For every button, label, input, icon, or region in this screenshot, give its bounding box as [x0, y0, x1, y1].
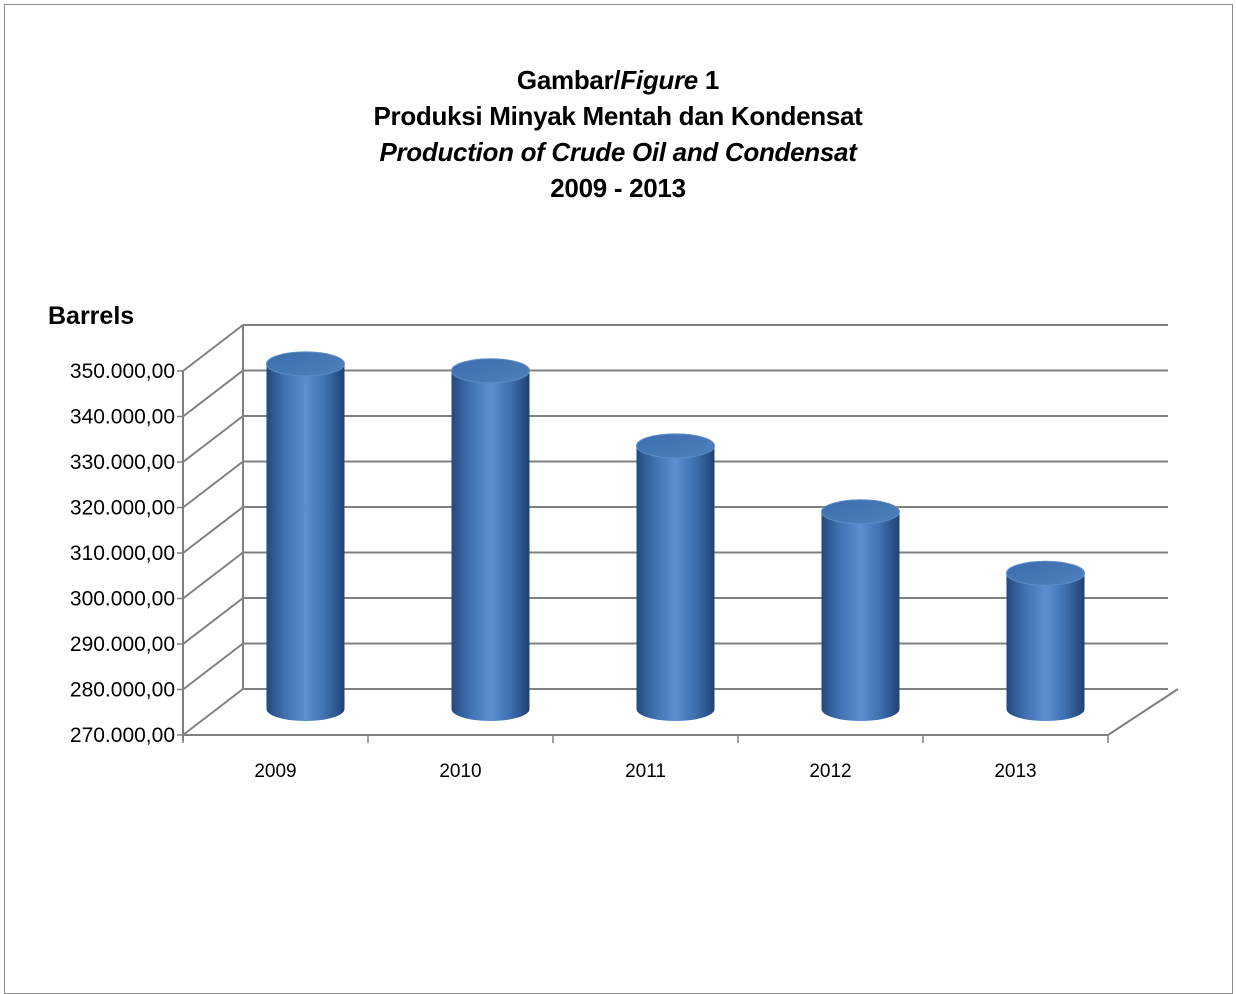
y-tick-label: 330.000,00 — [70, 451, 175, 474]
y-tick-label: 340.000,00 — [70, 406, 175, 429]
y-tick-label: 280.000,00 — [70, 679, 175, 702]
chart-title-line: Production of Crude Oil and Condensat — [0, 134, 1236, 170]
bar-body — [266, 363, 345, 721]
gridline-side — [182, 369, 244, 418]
gridline-side — [182, 551, 244, 600]
chart-title: Gambar/Figure 1 Produksi Minyak Mentah da… — [0, 62, 1236, 206]
bar-top — [266, 351, 345, 377]
y-tick-label: 290.000,00 — [70, 633, 175, 656]
bar-top — [451, 358, 530, 384]
y-tick-label: 300.000,00 — [70, 588, 175, 611]
gridline-side — [182, 597, 244, 645]
y-axis-title: Barrels — [48, 302, 134, 330]
gridline-side — [182, 460, 244, 509]
bar — [1006, 560, 1085, 721]
bar-body — [1006, 573, 1085, 721]
chart-title-part: Produksi Minyak Mentah dan Kondensat — [373, 101, 863, 131]
y-tick-label: 270.000,00 — [70, 724, 175, 747]
bar — [451, 358, 530, 721]
x-tick-label: 2009 — [254, 761, 296, 782]
x-tick-label: 2013 — [994, 761, 1036, 782]
chart-title-part: Figure — [620, 65, 698, 95]
bar-body — [636, 445, 715, 721]
chart-title-line: Gambar/Figure 1 — [0, 62, 1236, 98]
floor-edge — [1107, 688, 1179, 736]
y-tick-label: 350.000,00 — [70, 360, 175, 383]
chart-title-line: Produksi Minyak Mentah dan Kondensat — [0, 98, 1236, 134]
chart-title-part: 1 — [697, 65, 720, 95]
bar-top — [821, 499, 900, 525]
gridline-side — [182, 506, 244, 554]
x-tick-label: 2012 — [809, 761, 851, 782]
bar-body — [451, 370, 530, 721]
gridline-side — [182, 324, 244, 372]
bar-top — [636, 433, 715, 459]
chart-title-part: Gambar/ — [516, 65, 621, 95]
gridline-side — [182, 415, 244, 463]
y-tick-label: 310.000,00 — [70, 542, 175, 565]
bar-body — [821, 511, 900, 721]
bar-top — [1006, 560, 1085, 586]
gridline-side — [182, 688, 244, 736]
gridline-side — [182, 642, 244, 691]
x-tick-label: 2010 — [439, 761, 481, 782]
y-tick-label: 320.000,00 — [70, 497, 175, 520]
chart-title-part: 2009 - 2013 — [550, 173, 686, 203]
bar — [636, 433, 715, 721]
chart-title-part: Production of Crude Oil and Condensat — [379, 137, 857, 167]
x-tick-label: 2011 — [625, 761, 666, 782]
bar — [821, 499, 900, 721]
bar — [266, 351, 345, 721]
chart-title-line: 2009 - 2013 — [0, 170, 1236, 206]
